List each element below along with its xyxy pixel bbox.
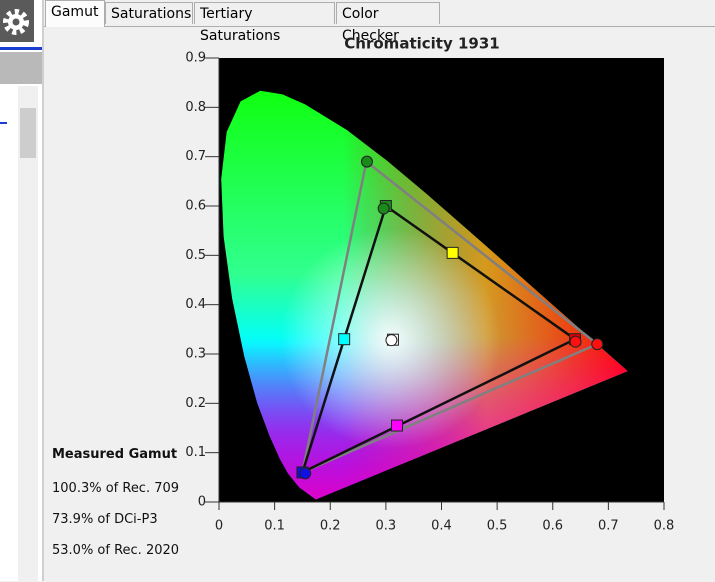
chart-title: Chromaticity 1931	[344, 35, 499, 53]
tab[interactable]: Tertiary Saturations	[194, 2, 335, 44]
y-tick-label: 0.7	[185, 149, 206, 164]
tab[interactable]: Color Checker	[336, 2, 440, 44]
x-tick-label: 0.8	[654, 519, 675, 534]
tab[interactable]: Saturations	[105, 2, 193, 24]
y-tick-label: 0	[198, 495, 206, 510]
measured-point	[569, 335, 582, 348]
target-point	[338, 333, 351, 346]
gamut-title: Measured Gamut	[52, 447, 178, 462]
x-tick-label: 0.2	[320, 519, 341, 534]
gear-icon	[3, 9, 29, 35]
gamut-line: 53.0% of Rec. 2020	[52, 543, 180, 558]
x-tick-label: 0.3	[376, 519, 397, 534]
x-tick-label: 0	[215, 519, 223, 534]
measured-point	[360, 155, 373, 168]
y-tick-label: 0.4	[185, 297, 206, 312]
x-tick-label: 0.6	[542, 519, 563, 534]
y-tick-label: 0.6	[185, 199, 206, 214]
gamut-line: 73.9% of DCi-P3	[52, 512, 158, 527]
gamut-triangle	[300, 159, 600, 475]
target-point	[391, 419, 403, 432]
x-tick-label: 0.1	[264, 519, 285, 534]
measured-point	[385, 334, 398, 347]
measured-point	[591, 338, 604, 351]
left-panel	[0, 0, 44, 581]
y-tick-label: 0.5	[185, 248, 206, 263]
x-tick-label: 0.4	[431, 519, 452, 534]
y-tick-label: 0.8	[185, 100, 206, 115]
x-tick-label: 0.7	[598, 519, 619, 534]
y-tick-label: 0.3	[185, 347, 206, 362]
accent-line	[0, 47, 42, 50]
y-tick-label: 0.2	[185, 396, 206, 411]
gamut-line: 100.3% of Rec. 709	[52, 481, 180, 496]
target-point	[446, 246, 459, 259]
x-tick-label: 0.5	[487, 519, 508, 534]
list-marker	[0, 122, 7, 124]
header-bar	[0, 52, 42, 84]
y-tick-label: 0.1	[185, 445, 206, 460]
measured-point	[377, 202, 390, 215]
y-tick-label: 0.9	[185, 51, 206, 66]
tab[interactable]: Gamut	[45, 0, 105, 27]
scrollbar[interactable]	[18, 86, 38, 581]
scroll-thumb[interactable]	[20, 108, 36, 158]
settings-button[interactable]	[0, 0, 34, 42]
measured-point	[299, 467, 312, 480]
